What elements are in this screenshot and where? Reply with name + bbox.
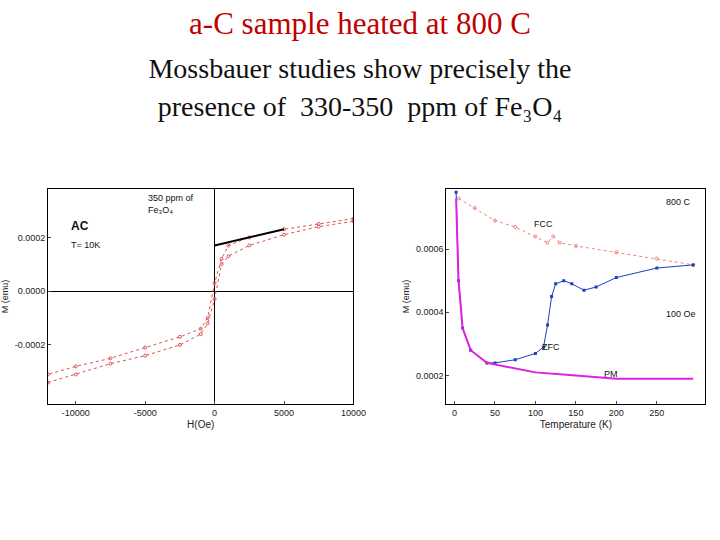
svg-text:100 Oe: 100 Oe xyxy=(666,309,696,319)
svg-text:10000: 10000 xyxy=(341,408,366,418)
svg-text:800 C: 800 C xyxy=(666,197,691,207)
svg-text:250: 250 xyxy=(649,408,664,418)
svg-text:H(Oe): H(Oe) xyxy=(187,419,214,430)
svg-text:ZFC: ZFC xyxy=(542,342,560,352)
svg-text:200: 200 xyxy=(609,408,624,418)
svg-text:0.0002: 0.0002 xyxy=(18,233,46,243)
html-text:a-C sample heated at 800 C: a-C sample heated at 800 C xyxy=(189,6,531,41)
html-text:presence of 330-350 ppm of Fe₃: presence of 330-350 ppm of Fe₃O₄ xyxy=(157,91,563,122)
svg-text:Temperature (K): Temperature (K) xyxy=(540,419,612,430)
svg-text:0: 0 xyxy=(212,408,217,418)
svg-text:FCC: FCC xyxy=(534,219,553,229)
svg-text:150: 150 xyxy=(568,408,583,418)
svg-text:0.0004: 0.0004 xyxy=(416,307,444,317)
svg-text:0.0002: 0.0002 xyxy=(416,371,444,381)
svg-text:M (emu): M (emu) xyxy=(401,280,411,314)
svg-text:PM: PM xyxy=(604,369,618,379)
svg-text:0: 0 xyxy=(452,408,457,418)
svg-text:0.0000: 0.0000 xyxy=(18,286,46,296)
svg-text:0.0006: 0.0006 xyxy=(416,244,444,254)
svg-text:5000: 5000 xyxy=(274,408,294,418)
svg-text:350 ppm ofFe₃O₄: 350 ppm ofFe₃O₄ xyxy=(148,193,194,215)
svg-text:100: 100 xyxy=(528,408,543,418)
svg-text:50: 50 xyxy=(490,408,500,418)
svg-text:AC: AC xyxy=(71,219,89,233)
svg-text:T= 10K: T= 10K xyxy=(71,240,100,250)
svg-text:-0.0002: -0.0002 xyxy=(15,340,46,350)
svg-text:-5000: -5000 xyxy=(134,408,157,418)
svg-text:-10000: -10000 xyxy=(62,408,90,418)
svg-text:M (emu): M (emu) xyxy=(0,280,10,314)
html-text:Mossbauer studies show precise: Mossbauer studies show precisely the xyxy=(148,53,572,84)
